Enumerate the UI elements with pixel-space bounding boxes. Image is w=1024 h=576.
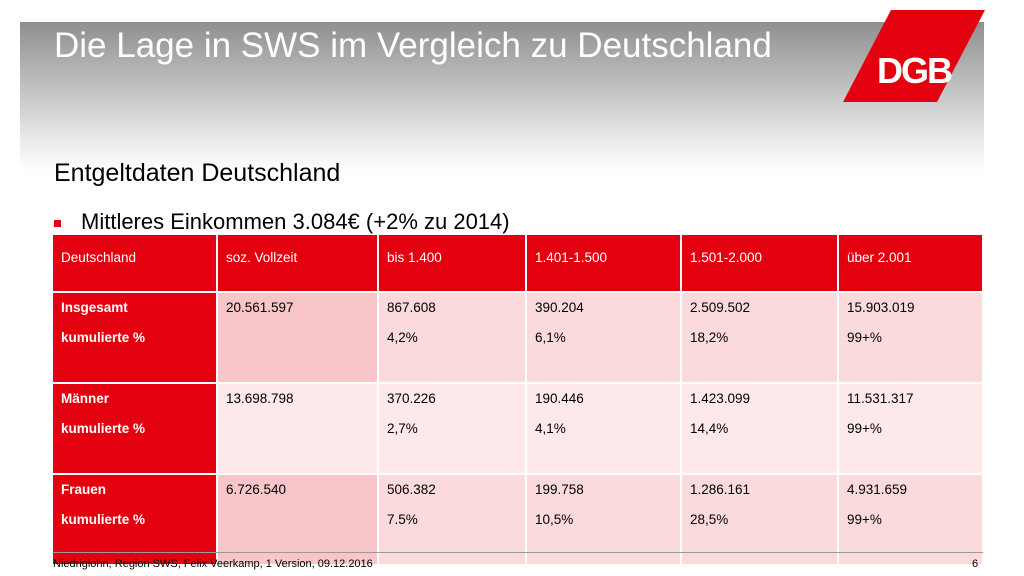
income-table: Deutschland soz. Vollzeit bis 1.400 1.40… <box>53 235 984 566</box>
table-cell: 2.509.502 18,2% <box>681 292 839 384</box>
cell-value: 4.931.659 <box>847 482 908 497</box>
table-row-maenner: Männer kumulierte % 13.698.798 370.226 2… <box>53 383 984 475</box>
table-cell: 15.903.019 99+% <box>838 292 984 384</box>
cell-value: 11.531.317 <box>847 391 914 406</box>
table-header: über 2.001 <box>838 235 984 293</box>
table-cell: 1.423.099 14,4% <box>681 383 839 475</box>
row-label: Männer kumulierte % <box>53 383 218 475</box>
bullet-item: Mittleres Einkommen 3.084€ (+2% zu 2014) <box>54 207 510 237</box>
row-label: Insgesamt kumulierte % <box>53 292 218 384</box>
cell-value: 867.608 <box>387 300 436 315</box>
dgb-logo: DGB <box>843 10 985 102</box>
cell-value: 15.903.019 <box>847 300 915 315</box>
row-label-sub: kumulierte % <box>61 512 146 527</box>
cell-value: 506.382 <box>387 482 436 497</box>
footer-divider <box>53 552 983 553</box>
table-cell: 1.286.161 28,5% <box>681 474 839 566</box>
cell-value: 1.286.161 <box>690 482 751 497</box>
section-subtitle: Entgeltdaten Deutschland <box>54 159 341 187</box>
table-cell: 20.561.597 <box>217 292 379 384</box>
cell-value: 199.758 <box>535 482 584 497</box>
cell-value: 20.561.597 <box>226 300 294 315</box>
square-bullet-icon <box>54 219 61 227</box>
cell-percent: 7.5% <box>387 512 418 527</box>
row-label-main: Frauen <box>61 482 107 497</box>
table-cell: 370.226 2,7% <box>378 383 527 475</box>
table-header: Deutschland <box>53 235 218 293</box>
cell-value: 6.726.540 <box>226 482 287 497</box>
cell-percent: 99+% <box>847 512 882 527</box>
cell-value: 2.509.502 <box>690 300 751 315</box>
table-row-frauen: Frauen kumulierte % 6.726.540 506.382 7.… <box>53 474 984 566</box>
cell-percent: 18,2% <box>690 330 729 345</box>
page-number: 6 <box>972 558 979 570</box>
table-cell: 506.382 7.5% <box>378 474 527 566</box>
table-cell: 199.758 10,5% <box>526 474 682 566</box>
table-header: bis 1.400 <box>378 235 527 293</box>
cell-percent: 4,1% <box>535 421 566 436</box>
cell-percent: 99+% <box>847 330 882 345</box>
cell-value: 370.226 <box>387 391 436 406</box>
footer-text: Niedriglohn, Region SWS, Felix Veerkamp,… <box>53 558 373 570</box>
table-cell: 4.931.659 99+% <box>838 474 984 566</box>
cell-percent: 2,7% <box>387 421 418 436</box>
dgb-logo-text: DGB <box>877 50 952 91</box>
cell-value: 390.204 <box>535 300 584 315</box>
table-header: soz. Vollzeit <box>217 235 379 293</box>
header-band <box>20 22 984 172</box>
bullet-text: Mittleres Einkommen 3.084€ (+2% zu 2014) <box>81 209 510 234</box>
row-label-sub: kumulierte % <box>61 330 146 345</box>
table-cell: 13.698.798 <box>217 383 379 475</box>
cell-percent: 14,4% <box>690 421 729 436</box>
table-cell: 6.726.540 <box>217 474 379 566</box>
cell-value: 1.423.099 <box>690 391 751 406</box>
cell-value: 13.698.798 <box>226 391 294 406</box>
cell-percent: 6,1% <box>535 330 566 345</box>
cell-percent: 4,2% <box>387 330 418 345</box>
table-header-row: Deutschland soz. Vollzeit bis 1.400 1.40… <box>53 235 984 293</box>
row-label-main: Insgesamt <box>61 300 128 315</box>
cell-percent: 99+% <box>847 421 882 436</box>
cell-value: 190.446 <box>535 391 584 406</box>
table-cell: 390.204 6,1% <box>526 292 682 384</box>
table-cell: 190.446 4,1% <box>526 383 682 475</box>
table-header: 1.401-1.500 <box>526 235 682 293</box>
row-label-sub: kumulierte % <box>61 421 146 436</box>
cell-percent: 28,5% <box>690 512 729 527</box>
row-label-main: Männer <box>61 391 110 406</box>
cell-percent: 10,5% <box>535 512 574 527</box>
table-header: 1.501-2.000 <box>681 235 839 293</box>
table-cell: 867.608 4,2% <box>378 292 527 384</box>
table-cell: 11.531.317 99+% <box>838 383 984 475</box>
row-label: Frauen kumulierte % <box>53 474 218 566</box>
slide-title: Die Lage in SWS im Vergleich zu Deutschl… <box>54 26 772 65</box>
table-row-insgesamt: Insgesamt kumulierte % 20.561.597 867.60… <box>53 292 984 384</box>
